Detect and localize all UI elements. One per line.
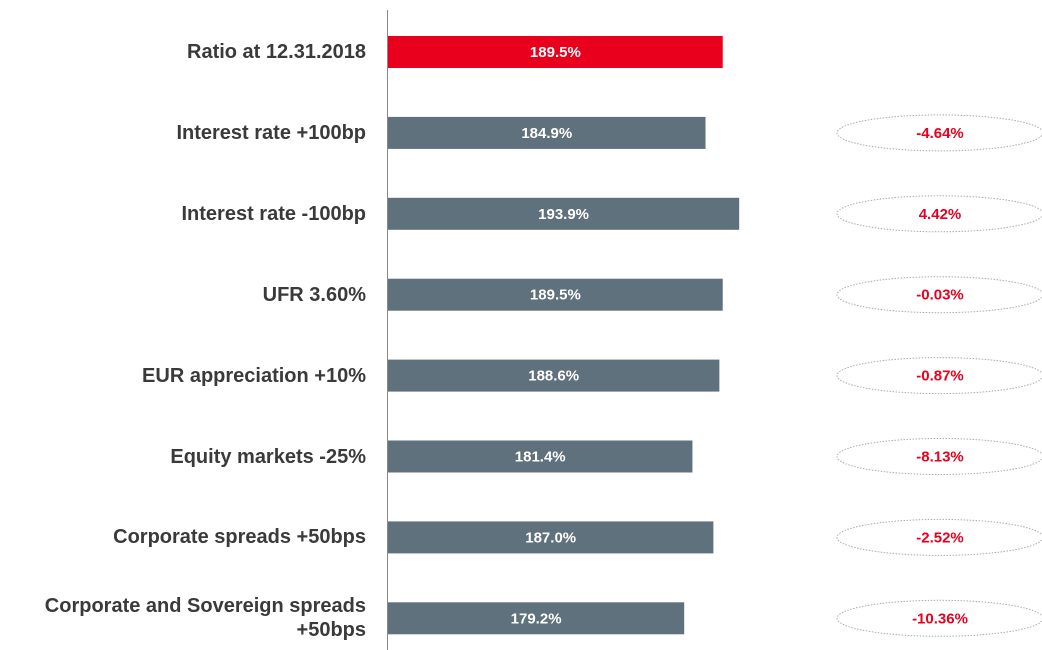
bar-value-label: 187.0% <box>525 529 576 546</box>
annotation-label: -10.36% <box>912 610 968 627</box>
category-label: EUR appreciation +10% <box>142 364 366 387</box>
bar-value-label: 179.2% <box>511 610 562 627</box>
bar-value-label: 181.4% <box>515 448 566 465</box>
category-label: UFR 3.60% <box>262 283 366 306</box>
bar <box>388 36 723 68</box>
annotation-label: -0.03% <box>916 287 964 304</box>
annotation-label: -0.87% <box>916 368 964 385</box>
annotation-label: -8.13% <box>916 448 964 465</box>
bar <box>388 359 720 392</box>
category-label: Ratio at 12.31.2018 <box>187 41 366 63</box>
annotation-label: -2.52% <box>916 529 964 546</box>
category-label: Interest rate +100bp <box>176 121 366 144</box>
bar <box>388 197 740 230</box>
annotation-label: 4.42% <box>919 206 962 223</box>
bar-value-label: 193.9% <box>538 206 589 223</box>
annotation-label: -4.64% <box>916 125 964 142</box>
annotation-ellipse <box>836 599 1042 637</box>
annotation-ellipse <box>836 438 1042 475</box>
bar-value-label: 189.5% <box>530 44 581 61</box>
bar <box>388 278 723 311</box>
annotation-ellipse <box>836 518 1042 556</box>
annotation-ellipse <box>836 195 1042 233</box>
annotation-ellipse <box>836 114 1042 152</box>
annotation-ellipse <box>836 357 1042 395</box>
bar <box>388 116 706 149</box>
annotation-ellipse <box>836 276 1042 314</box>
category-label: Interest rate -100bp <box>181 202 366 225</box>
category-label: Equity markets -25% <box>170 445 366 468</box>
bar-value-label: 188.6% <box>528 368 579 385</box>
category-label: Corporate and Sovereign spreads +50bps <box>44 595 366 642</box>
bar-value-label: 189.5% <box>530 287 581 304</box>
bar-value-label: 184.9% <box>521 125 572 142</box>
bar <box>388 521 714 554</box>
bar <box>388 602 685 635</box>
category-label: Corporate spreads +50bps <box>113 526 366 549</box>
bar <box>388 440 693 473</box>
